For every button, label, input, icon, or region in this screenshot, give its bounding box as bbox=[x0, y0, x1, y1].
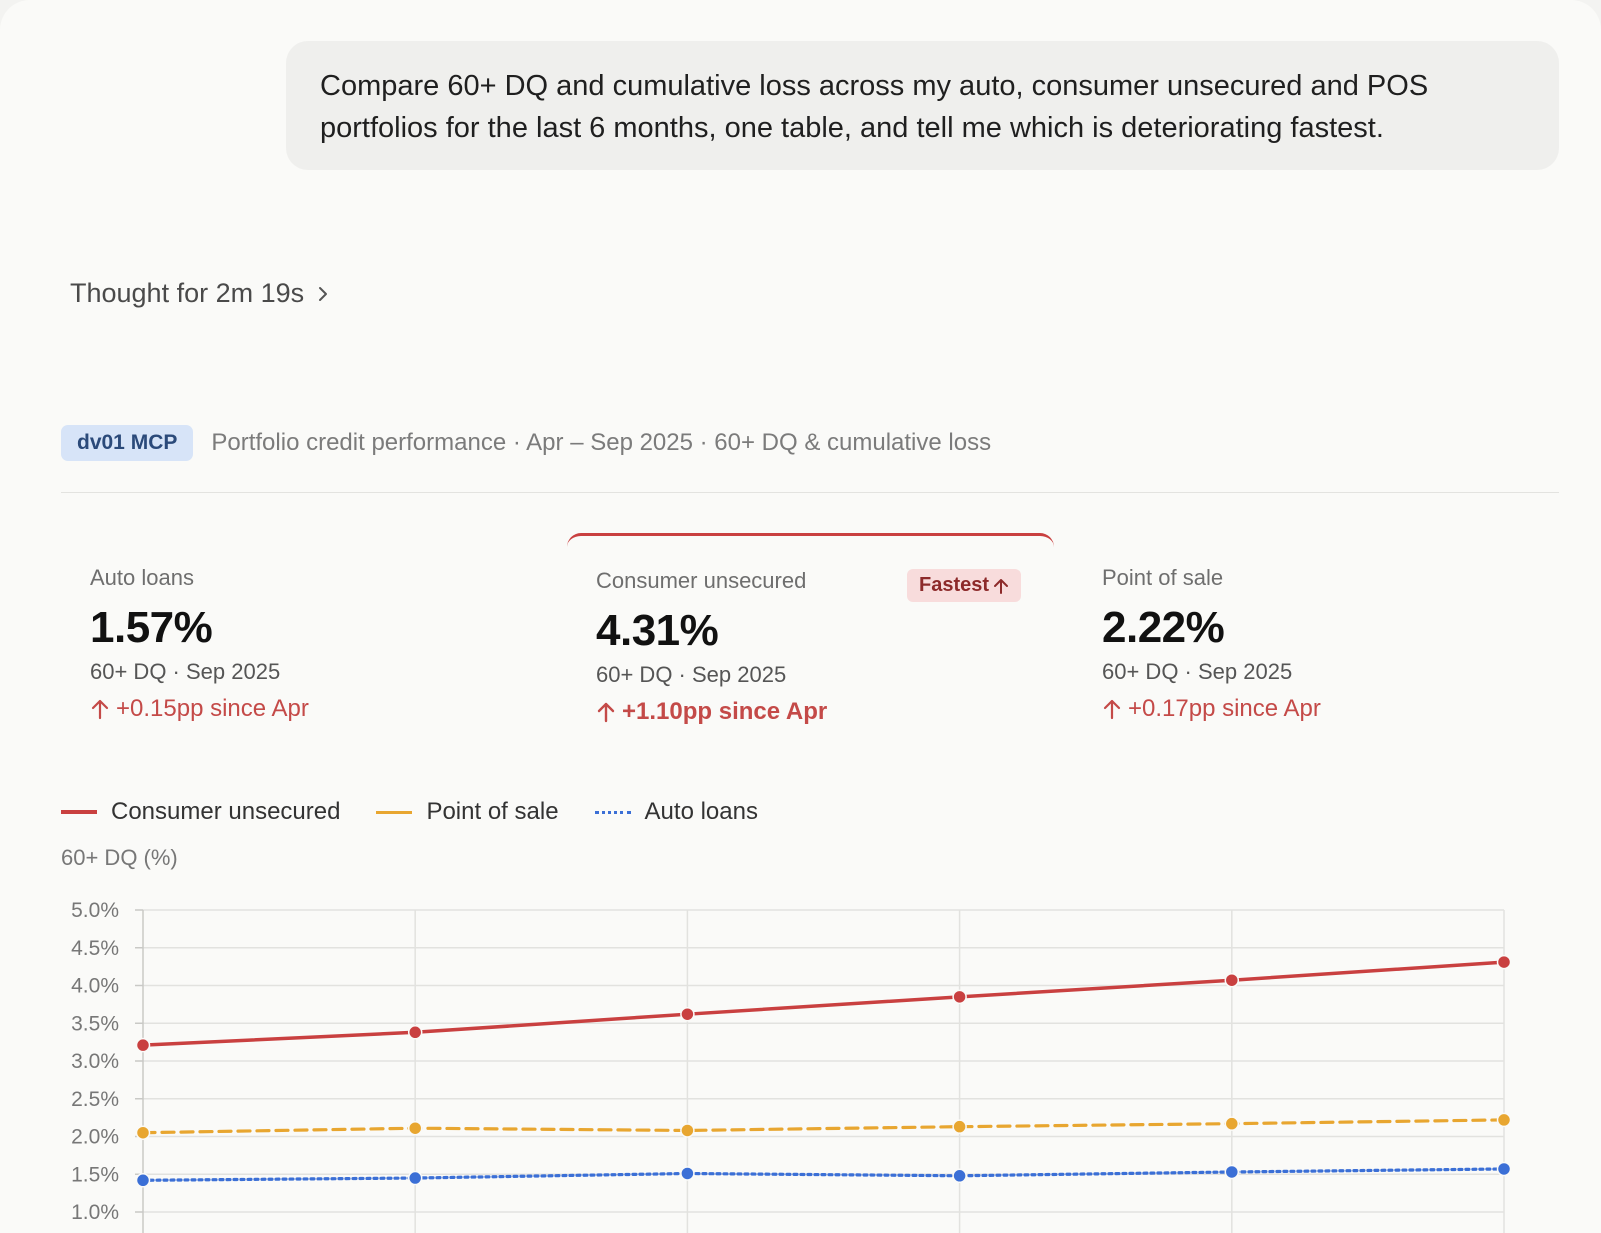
y-axis-title: 60+ DQ (%) bbox=[61, 845, 178, 870]
chevron-right-icon bbox=[316, 284, 330, 304]
tool-result-header: dv01 MCP Portfolio credit performance · … bbox=[61, 425, 991, 461]
data-point bbox=[1496, 1161, 1512, 1177]
divider bbox=[61, 492, 1559, 493]
kpi-label: Auto loans bbox=[90, 565, 194, 590]
badge-label: Fastest bbox=[919, 574, 990, 596]
chart-legend: Consumer unsecured Point of sale Auto lo… bbox=[61, 798, 758, 826]
y-tick-label: 2.0% bbox=[71, 1126, 119, 1149]
y-tick-label: 4.5% bbox=[71, 937, 119, 960]
data-point bbox=[1224, 1164, 1240, 1180]
kpi-delta-text: +1.10pp since Apr bbox=[622, 698, 828, 725]
data-point bbox=[407, 1025, 423, 1040]
kpi-auto-loans: Auto loans 1.57% 60+ DQ · Sep 2025 +0.15… bbox=[90, 565, 530, 723]
data-point bbox=[680, 1166, 695, 1181]
thought-toggle[interactable]: Thought for 2m 19s bbox=[70, 278, 330, 309]
data-point bbox=[135, 1037, 151, 1053]
legend-auto-loans[interactable]: Auto loans bbox=[594, 798, 758, 826]
kpi-value: 4.31% bbox=[596, 606, 719, 655]
arrow-up-icon bbox=[1103, 699, 1121, 720]
kpi-delta: +0.15pp since Apr bbox=[90, 695, 530, 723]
user-message-text: Compare 60+ DQ and cumulative loss acros… bbox=[320, 70, 1429, 144]
series-line-auto-loans bbox=[141, 1167, 1506, 1182]
kpi-subtitle: 60+ DQ · Sep 2025 bbox=[596, 662, 787, 687]
fastest-badge: Fastest bbox=[907, 569, 1022, 602]
y-tick-label: 3.5% bbox=[71, 1012, 119, 1035]
y-tick-label: 2.5% bbox=[71, 1088, 119, 1111]
kpi-delta: +0.17pp since Apr bbox=[1102, 695, 1542, 723]
data-point bbox=[952, 1119, 967, 1134]
legend-label: Point of sale bbox=[426, 798, 559, 825]
source-tag: dv01 MCP bbox=[61, 425, 194, 461]
kpi-value: 1.57% bbox=[90, 603, 213, 652]
data-point bbox=[407, 1170, 423, 1186]
data-point bbox=[135, 1125, 151, 1140]
data-point bbox=[407, 1120, 423, 1136]
kpi-point-of-sale: Point of sale 2.22% 60+ DQ · Sep 2025 +0… bbox=[1102, 565, 1542, 723]
kpi-delta-text: +0.15pp since Apr bbox=[116, 695, 309, 722]
fastest-highlight bbox=[567, 533, 1054, 555]
kpi-delta: +1.10pp since Apr bbox=[596, 698, 1036, 726]
data-point bbox=[680, 1123, 695, 1138]
legend-swatch bbox=[594, 810, 631, 814]
legend-swatch bbox=[61, 810, 97, 814]
y-tick-label: 1.5% bbox=[71, 1163, 119, 1186]
data-point bbox=[952, 989, 967, 1005]
data-point bbox=[952, 1168, 967, 1184]
legend-consumer-unsecured[interactable]: Consumer unsecured bbox=[61, 798, 340, 826]
y-tick-label: 5.0% bbox=[71, 899, 119, 922]
legend-label: Auto loans bbox=[644, 798, 758, 825]
legend-point-of-sale[interactable]: Point of sale bbox=[376, 798, 559, 826]
arrow-up-icon bbox=[597, 702, 615, 723]
kpi-label: Consumer unsecured bbox=[596, 568, 807, 593]
data-point bbox=[135, 1173, 151, 1188]
kpi-subtitle: 60+ DQ · Sep 2025 bbox=[90, 659, 281, 684]
y-tick-label: 1.0% bbox=[71, 1201, 119, 1224]
data-point bbox=[680, 1006, 695, 1022]
data-point bbox=[1496, 1112, 1512, 1128]
y-tick-label: 3.0% bbox=[71, 1050, 119, 1073]
kpi-value: 2.22% bbox=[1102, 603, 1225, 652]
data-point bbox=[1224, 972, 1240, 988]
data-point bbox=[1224, 1116, 1240, 1131]
arrow-up-icon bbox=[91, 699, 109, 720]
kpi-label: Point of sale bbox=[1102, 565, 1224, 590]
kpi-subtitle: 60+ DQ · Sep 2025 bbox=[1102, 659, 1293, 684]
dq-line-chart: 5.0% 4.5% 4.0% 3.5% 3.0% 2.5% 2.0% 1.5% 1.0% bbox=[71, 899, 1512, 1233]
legend-swatch bbox=[376, 810, 413, 814]
legend-label: Consumer unsecured bbox=[111, 798, 341, 825]
user-message-bubble: Compare 60+ DQ and cumulative loss acros… bbox=[286, 41, 1559, 170]
thought-label: Thought for 2m 19s bbox=[70, 278, 305, 308]
series-line-point-of-sale bbox=[141, 1118, 1506, 1135]
kpi-delta-text: +0.17pp since Apr bbox=[1128, 695, 1321, 722]
kpi-consumer-unsecured: Consumer unsecured 4.31% 60+ DQ · Sep 20… bbox=[596, 568, 1036, 726]
y-tick-label: 4.0% bbox=[71, 975, 119, 998]
result-description: Portfolio credit performance · Apr – Sep… bbox=[211, 429, 992, 456]
data-point bbox=[1496, 954, 1512, 970]
arrow-up-icon bbox=[994, 578, 1009, 594]
series-line-consumer-unsecured bbox=[141, 960, 1506, 1047]
